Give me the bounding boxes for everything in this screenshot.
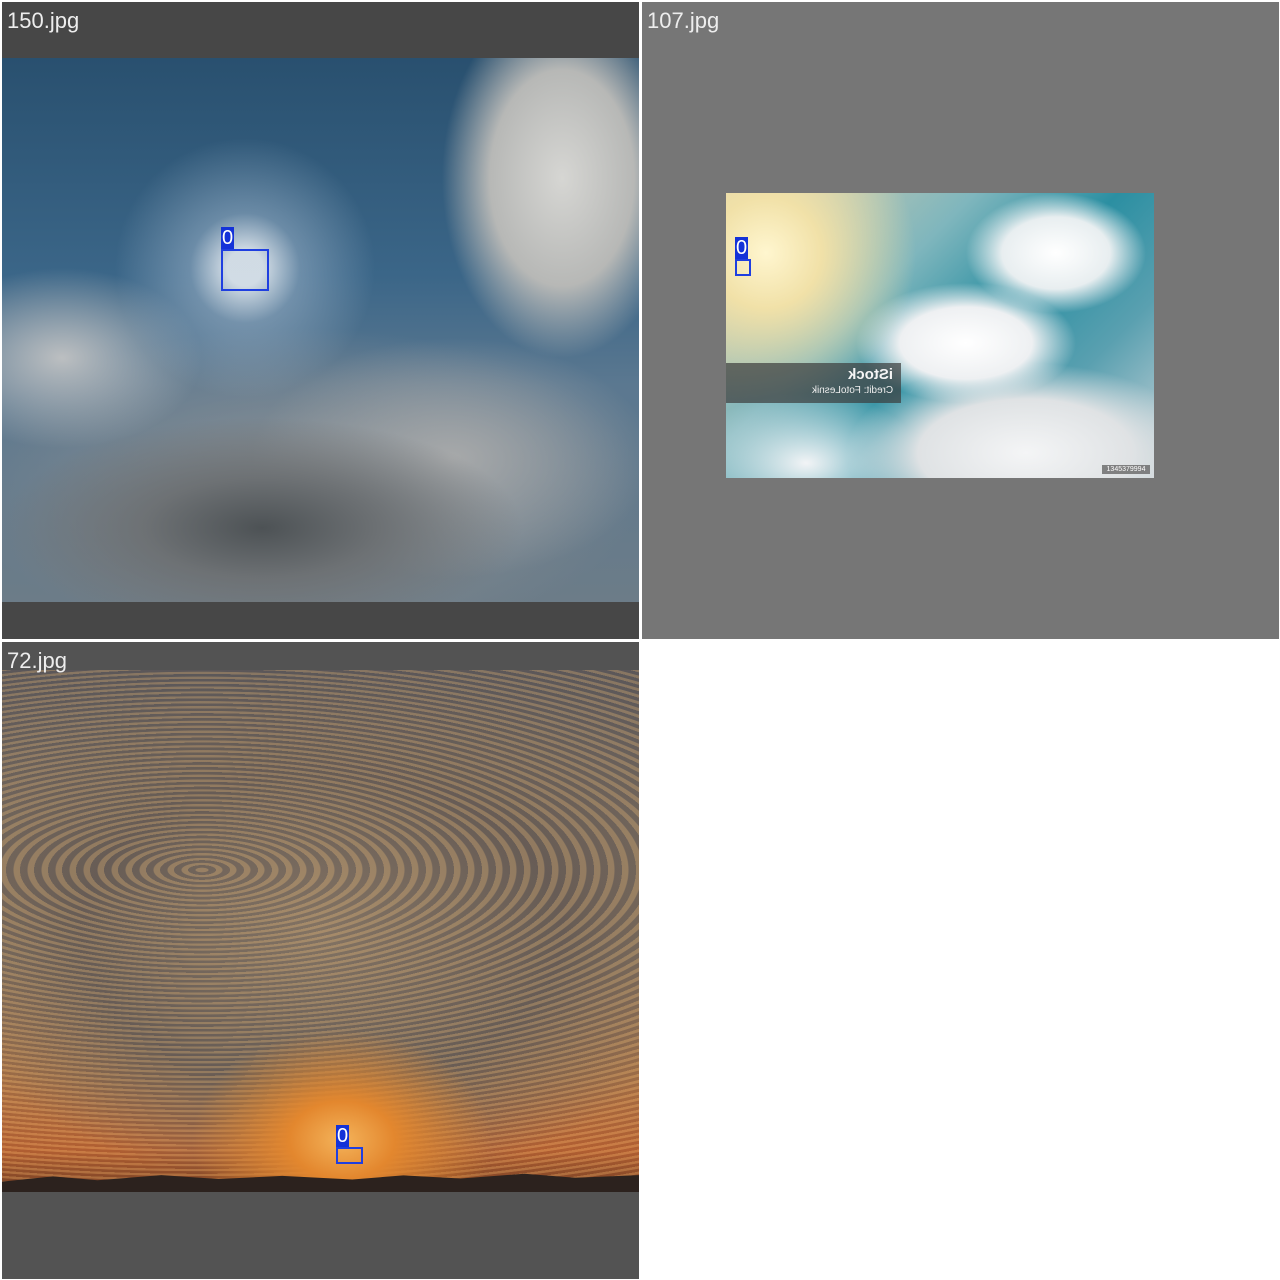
bounding-box[interactable] (221, 249, 269, 291)
horizon-silhouette (2, 1173, 639, 1192)
filename-label: 107.jpg (647, 8, 720, 33)
filename-label: 150.jpg (7, 8, 80, 33)
watermark-image-id: 1345379994 (1102, 465, 1150, 474)
image-tile-72[interactable]: 72.jpg 0 (2, 642, 639, 1279)
bounding-box[interactable] (735, 259, 751, 276)
sky-photo-image (2, 58, 639, 602)
filename-label: 72.jpg (7, 648, 67, 673)
grid-divider-horizontal (0, 639, 642, 642)
empty-tile (642, 642, 1280, 1280)
class-label-tag: 0 (336, 1125, 350, 1147)
class-label-tag: 0 (735, 237, 749, 259)
watermark-credit: Credit: FotoLesnik (811, 385, 893, 396)
watermark-overlay: iStock Credit: FotoLesnik (726, 363, 901, 403)
image-tile-150[interactable]: 150.jpg 0 (2, 2, 639, 639)
class-label-tag: 0 (221, 227, 235, 249)
clouds-photo-image: iStock Credit: FotoLesnik 1345379994 (726, 193, 1154, 478)
bounding-box[interactable] (336, 1147, 363, 1164)
sunset-photo-image (2, 670, 639, 1192)
watermark-brand: iStock (847, 366, 893, 383)
image-tile-107[interactable]: iStock Credit: FotoLesnik 1345379994 107… (642, 2, 1279, 639)
